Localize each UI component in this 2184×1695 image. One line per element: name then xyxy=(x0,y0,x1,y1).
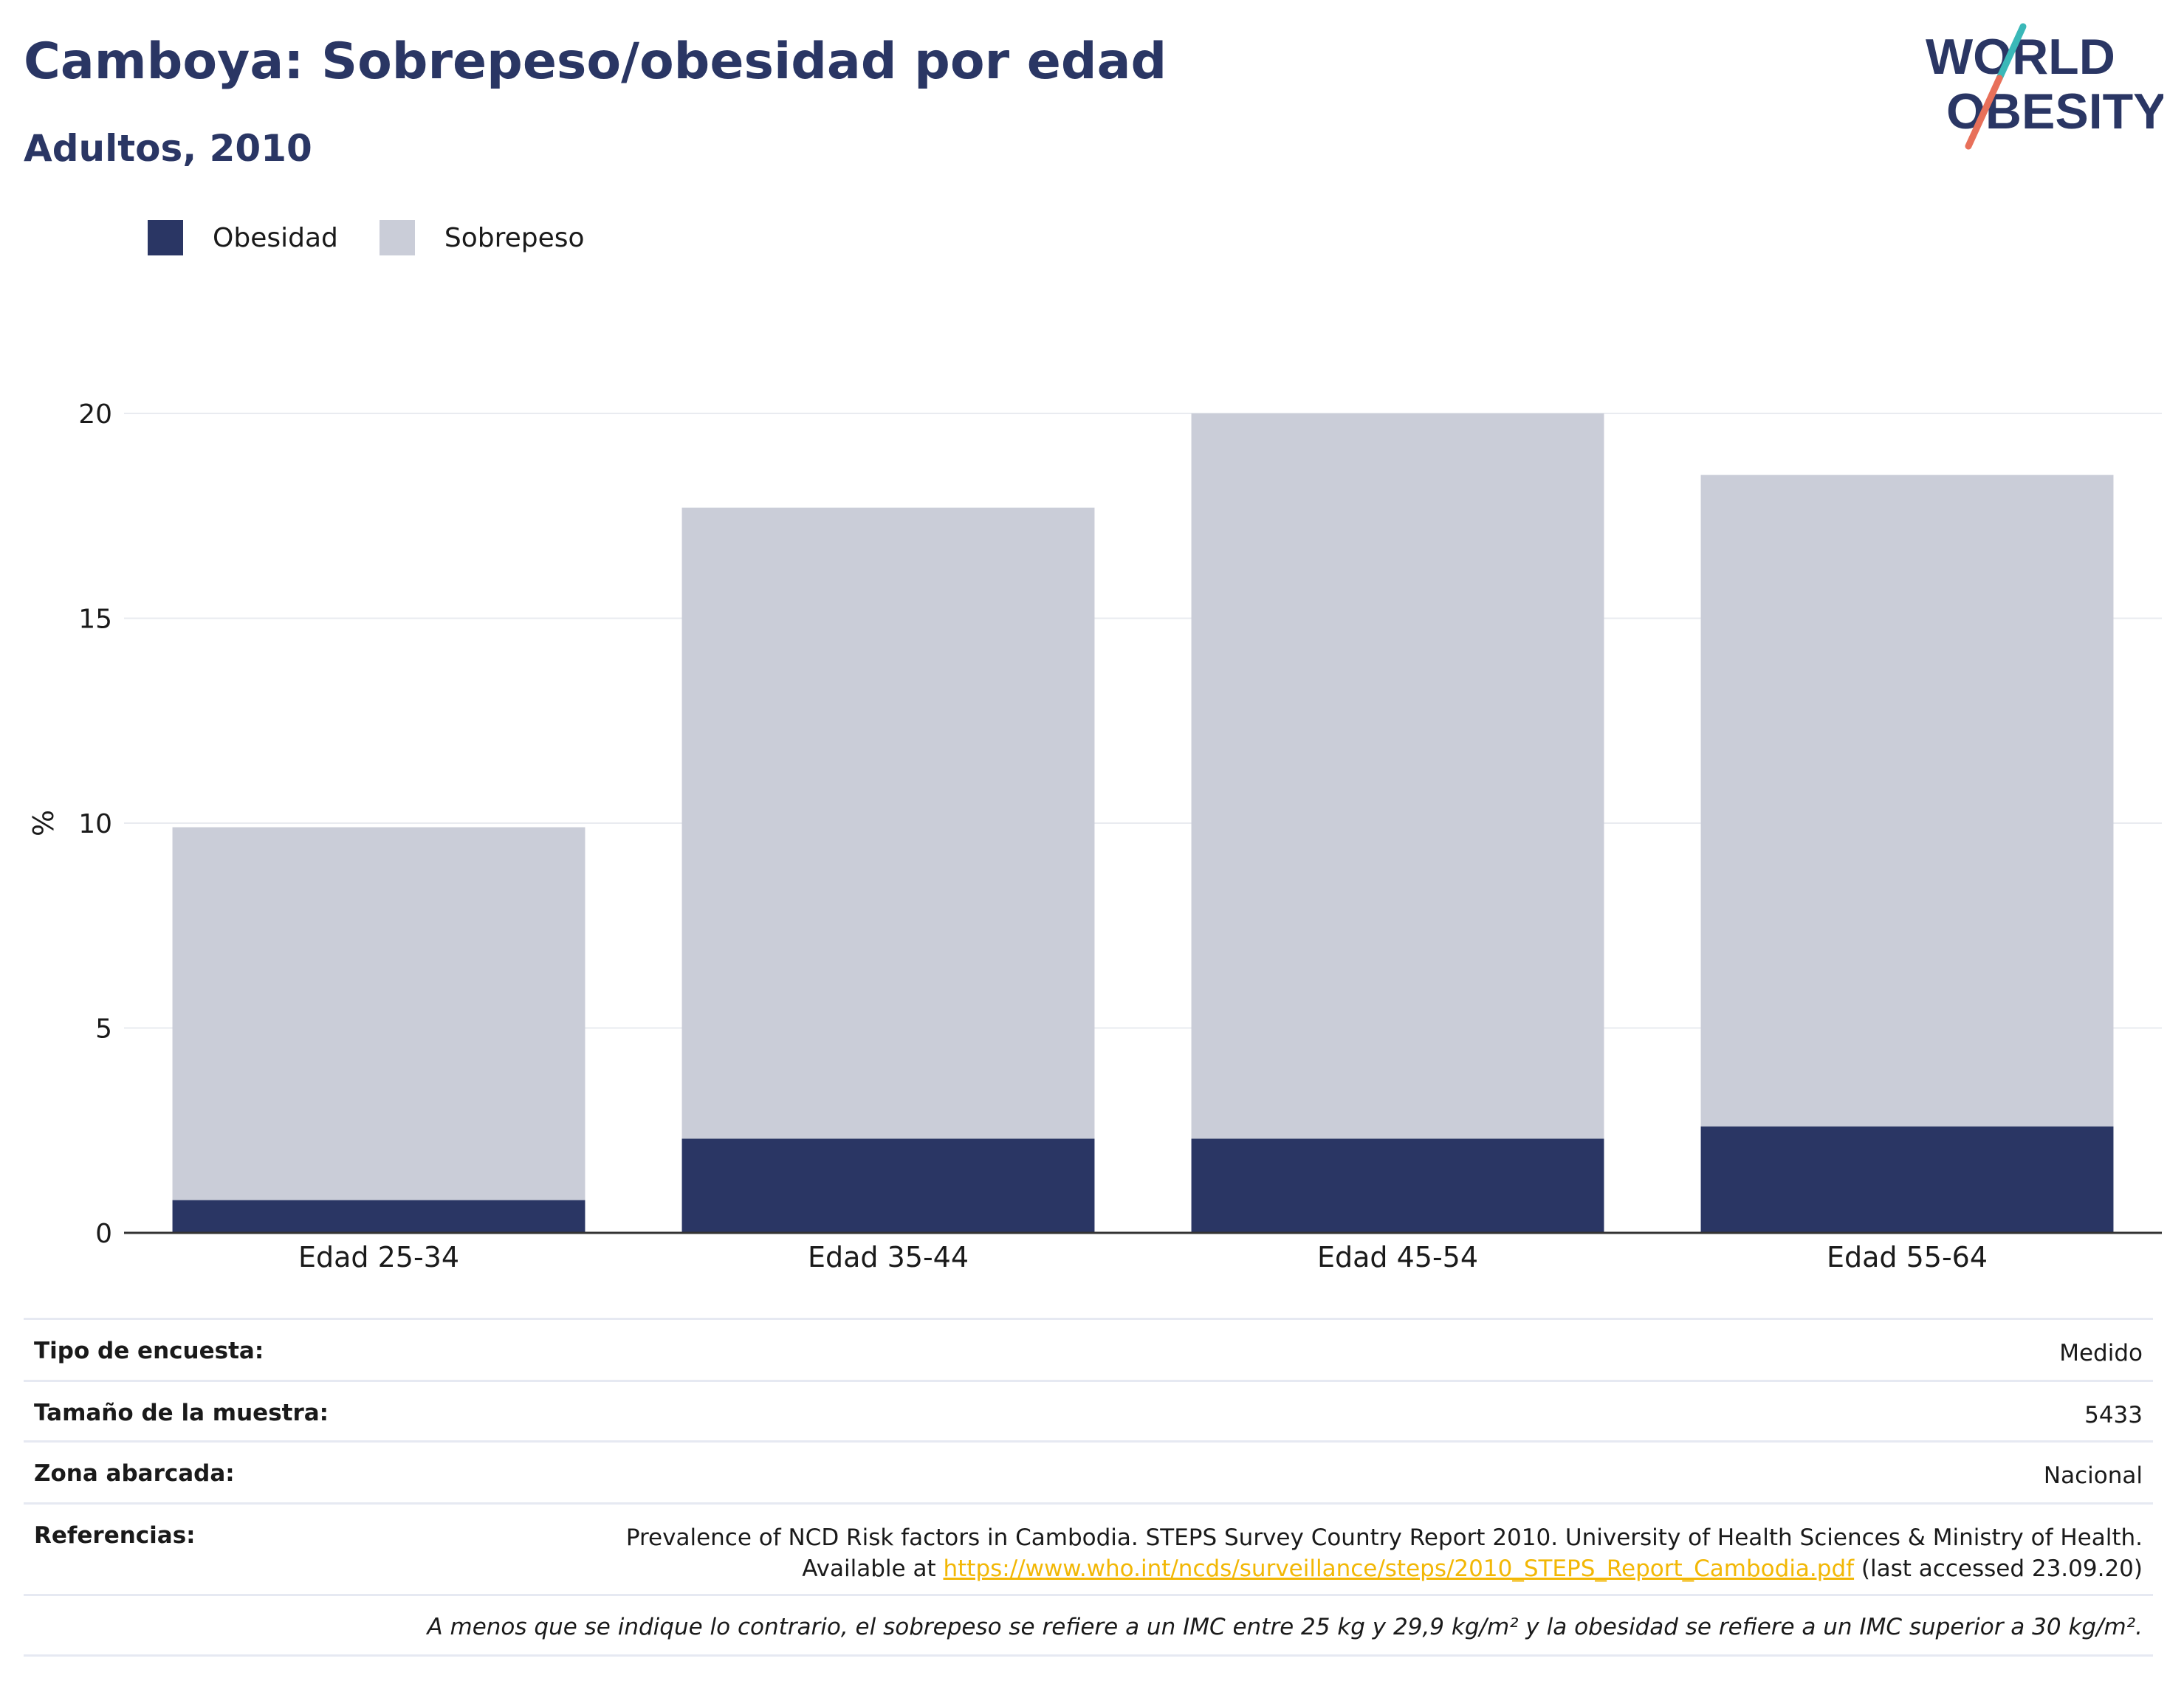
chart-title: Camboya: Sobrepeso/obesidad por edad xyxy=(24,32,1167,91)
references-suffix: (last accessed 23.09.20) xyxy=(1861,1555,2143,1582)
info-row-sample-size: Tamaño de la muestra: 5433 xyxy=(24,1380,2153,1440)
bars xyxy=(172,413,2114,1233)
y-axis-label: % xyxy=(27,810,60,836)
area-label: Zona abarcada: xyxy=(34,1460,235,1487)
info-row-references: Referencias: Prevalence of NCD Risk fact… xyxy=(24,1502,2153,1594)
chart-subtitle: Adultos, 2010 xyxy=(24,127,312,170)
x-tick-label: Edad 55-64 xyxy=(1827,1241,1988,1273)
bar-sobrepeso-2[interactable] xyxy=(1191,413,1604,1139)
y-tick-label: 0 xyxy=(95,1219,112,1249)
survey-type-label: Tipo de encuesta: xyxy=(34,1338,264,1364)
logo-slash-bottom xyxy=(1965,75,2003,150)
sample-size-label: Tamaño de la muestra: xyxy=(34,1400,329,1426)
references-value: Prevalence of NCD Risk factors in Cambod… xyxy=(626,1522,2143,1584)
info-row-survey-type: Tipo de encuesta: Medido xyxy=(24,1318,2153,1380)
chart-legend: Obesidad Sobrepeso xyxy=(148,220,626,255)
survey-info-table: Tipo de encuesta: Medido Tamaño de la mu… xyxy=(24,1318,2153,1657)
x-tick-label: Edad 35-44 xyxy=(808,1241,969,1273)
x-tick-label: Edad 25-34 xyxy=(298,1241,459,1273)
bar-obesidad-0[interactable] xyxy=(172,1200,586,1233)
x-tick-label: Edad 45-54 xyxy=(1317,1241,1478,1273)
survey-type-value: Medido xyxy=(2059,1340,2143,1366)
legend-label-obesidad: Obesidad xyxy=(213,222,338,253)
info-row-note: A menos que se indique lo contrario, el … xyxy=(24,1594,2153,1654)
y-tick-label: 20 xyxy=(78,399,112,430)
sample-size-value: 5433 xyxy=(2084,1402,2143,1428)
axes: 0 5 10 15 20 Edad 25-34 Edad 35-44 Edad 45-54 Ed… xyxy=(27,399,2162,1273)
definition-note: A menos que se indique lo contrario, el … xyxy=(427,1614,2143,1640)
bar-sobrepeso-0[interactable] xyxy=(172,827,586,1200)
info-row-area: Zona abarcada: Nacional xyxy=(24,1440,2153,1502)
y-tick-label: 5 xyxy=(95,1014,112,1045)
references-prefix: Available at xyxy=(802,1555,936,1582)
bar-chart: 0 5 10 15 20 Edad 25-34 Edad 35-44 Edad 45-54 Ed… xyxy=(27,399,2162,1273)
world-obesity-logo: WORLD OBESITY xyxy=(1926,23,2163,150)
legend-swatch-obesidad xyxy=(148,220,183,255)
references-link[interactable]: https://www.who.int/ncds/surveillance/st… xyxy=(943,1555,1855,1582)
area-value: Nacional xyxy=(2043,1462,2143,1489)
table-bottom-border xyxy=(24,1654,2153,1657)
legend-item-sobrepeso[interactable]: Sobrepeso xyxy=(379,220,585,255)
y-tick-label: 10 xyxy=(78,809,112,839)
bar-sobrepeso-1[interactable] xyxy=(681,507,1095,1139)
bar-obesidad-3[interactable] xyxy=(1700,1126,2114,1233)
y-tick-label: 15 xyxy=(78,605,112,635)
references-text: Prevalence of NCD Risk factors in Cambod… xyxy=(625,1524,2143,1551)
bar-obesidad-1[interactable] xyxy=(681,1138,1095,1233)
legend-item-obesidad[interactable]: Obesidad xyxy=(148,220,338,255)
legend-swatch-sobrepeso xyxy=(379,220,415,255)
legend-label-sobrepeso: Sobrepeso xyxy=(444,222,585,253)
bar-obesidad-2[interactable] xyxy=(1191,1138,1604,1233)
bar-sobrepeso-3[interactable] xyxy=(1700,475,2114,1127)
references-label: Referencias: xyxy=(34,1522,196,1549)
logo-slash-top xyxy=(1996,23,2027,82)
